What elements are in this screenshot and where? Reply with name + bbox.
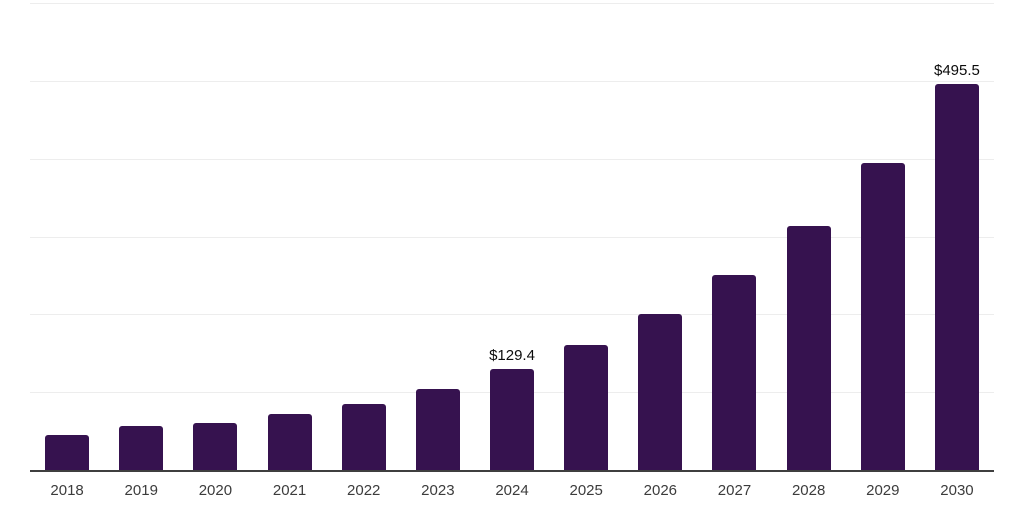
bar-value-label-2030: $495.5: [934, 62, 980, 80]
column-2022: [327, 3, 401, 470]
gridline-300: [30, 236, 994, 238]
x-axis-labels: 2018 2019 2020 2021 2022 2023 2024 2025 2026 2027…: [30, 481, 994, 500]
bar-2025: [564, 345, 609, 470]
column-2026: [623, 3, 697, 470]
gridline-200: [30, 314, 994, 316]
bar-2026: [638, 314, 683, 470]
bar-value-label-2024: $129.4: [489, 347, 535, 365]
x-tick-2025: 2025: [569, 482, 603, 499]
bar-2028: [786, 226, 831, 470]
column-2030: $495.5: [920, 3, 994, 470]
x-tick-2022: 2022: [347, 482, 381, 499]
x-tick-2021: 2021: [272, 482, 307, 499]
bar-2018: [45, 434, 90, 470]
x-tick-2030: 2030: [940, 482, 974, 499]
x-tick-2027: 2027: [717, 482, 752, 499]
column-2027: [697, 3, 771, 470]
bar-2024: [490, 369, 535, 470]
bar-2029: [860, 162, 905, 470]
column-2025: [549, 3, 623, 470]
gridline-500: [30, 80, 994, 82]
column-2029: [846, 3, 920, 470]
bar-2022: [341, 403, 386, 470]
gridline-400: [30, 158, 994, 160]
bar-2023: [415, 388, 460, 470]
column-2018: [30, 3, 104, 470]
x-tick-2026: 2026: [643, 482, 678, 499]
x-tick-2020: 2020: [198, 482, 233, 499]
x-tick-2024: 2024: [495, 482, 529, 499]
column-2024: $129.4: [475, 3, 549, 470]
column-2021: [252, 3, 326, 470]
bars: $129.4 $495.5: [30, 3, 994, 470]
x-tick-2019: 2019: [124, 482, 158, 499]
bar-2019: [119, 426, 164, 470]
plot-area: $129.4 $495.5: [30, 3, 994, 472]
bar-2027: [712, 275, 757, 470]
bar-2021: [267, 414, 312, 470]
x-tick-2023: 2023: [421, 482, 455, 499]
column-2020: [178, 3, 252, 470]
column-2023: [401, 3, 475, 470]
column-2028: [772, 3, 846, 470]
x-tick-2018: 2018: [50, 482, 84, 499]
gridline-600: [30, 3, 994, 4]
bar-2030: [934, 84, 979, 470]
x-tick-2028: 2028: [791, 482, 826, 499]
column-2019: [104, 3, 178, 470]
x-tick-2029: 2029: [866, 482, 900, 499]
bar-2020: [193, 422, 238, 470]
